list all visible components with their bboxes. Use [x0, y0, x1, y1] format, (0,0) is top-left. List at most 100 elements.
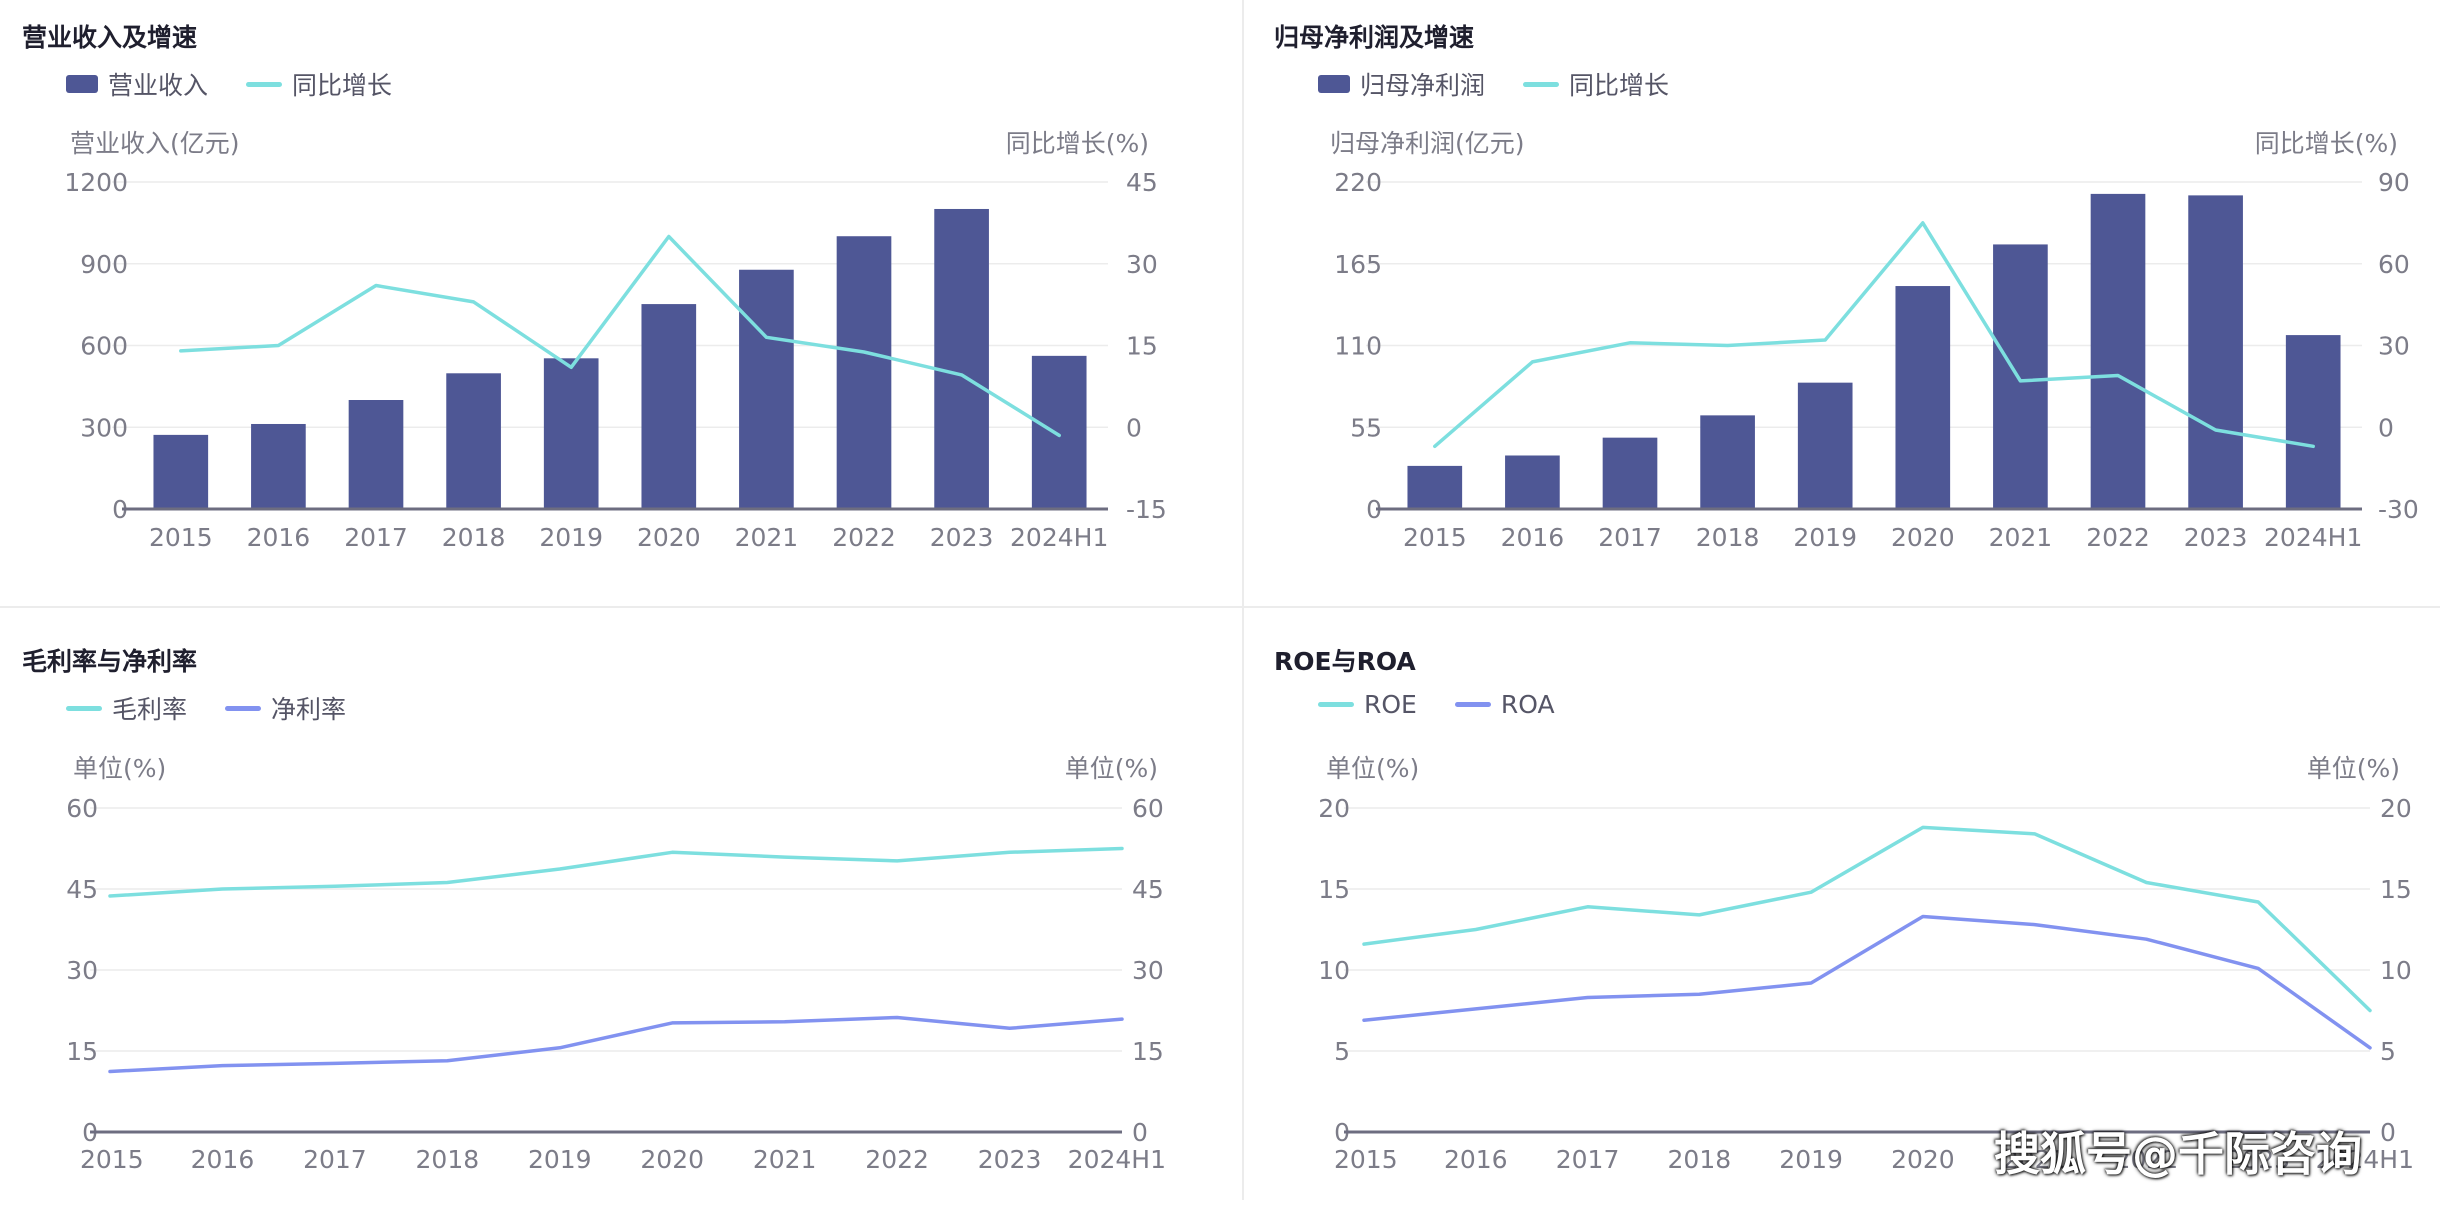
x-tick-label: 2016 — [247, 523, 311, 552]
y-tick-label: 60 — [66, 794, 98, 823]
grid — [1344, 807, 2370, 1052]
x-tick-label: 2024H1 — [1068, 1145, 1166, 1174]
y-tick-label: 0 — [1334, 1118, 1350, 1147]
panel-revenue: 营业收入及增速 营业收入 同比增长 营业收入(亿元) 同比增长(%) 0 300 6… — [0, 0, 1240, 600]
legend-swatch-growth — [1523, 81, 1560, 87]
y2-tick-label: 60 — [1132, 794, 1164, 823]
x-tick-label: 2024H1 — [2316, 1145, 2414, 1174]
y-tick-label: 15 — [66, 1037, 98, 1066]
bar — [543, 358, 599, 509]
bar — [1505, 455, 1560, 509]
y2-tick-label: 20 — [2380, 794, 2412, 823]
legend-item-gross-margin[interactable]: 毛利率 — [66, 690, 187, 726]
chart-roe-roa: 单位(%) 单位(%) 0 5 10 15 20 0 5 10 15 20 2015 2016 2017… — [1318, 754, 2414, 1174]
legend-label-growth: 同比增长 — [292, 71, 393, 100]
x-tick-label: 2022 — [832, 523, 896, 552]
right-axis-title: 单位(%) — [2307, 754, 2400, 783]
x-tick-label: 2020 — [640, 1145, 704, 1174]
bar — [836, 236, 892, 510]
legend: 营业收入 同比增长 — [66, 66, 430, 102]
bar — [2090, 193, 2146, 509]
marks — [1376, 193, 2362, 511]
legend-item-growth[interactable]: 同比增长 — [1523, 66, 1669, 102]
legend-item-roa[interactable]: ROA — [1454, 690, 1555, 719]
x-tick-label: 2018 — [1696, 523, 1760, 552]
y2-tick-label: -30 — [2378, 495, 2419, 524]
y-tick-label: 165 — [1334, 250, 1382, 279]
marks — [1344, 825, 2372, 1134]
y-tick-label: 15 — [1318, 875, 1350, 904]
legend-swatch-roa — [1454, 702, 1491, 707]
y2-tick-label: 15 — [1126, 332, 1158, 361]
legend-item-growth[interactable]: 同比增长 — [246, 66, 392, 102]
y-tick-label: 55 — [1350, 413, 1382, 442]
x-tick-label: 2017 — [1556, 1145, 1620, 1174]
legend-item-revenue[interactable]: 营业收入 — [66, 66, 208, 102]
y-tick-label: 220 — [1334, 168, 1382, 197]
bar — [251, 423, 306, 509]
x-tick-label: 2016 — [1501, 523, 1565, 552]
x-tick-label: 2015 — [149, 523, 213, 552]
legend-swatch-net-profit — [1318, 75, 1350, 93]
bar — [1031, 355, 1087, 509]
y2-tick-label: 45 — [1132, 875, 1164, 904]
panel-title: 毛利率与净利率 — [22, 647, 198, 676]
tick-labels: 0153045600153045602015201620172018201920… — [66, 794, 1166, 1174]
chart-revenue: 营业收入(亿元) 同比增长(%) 0 300 600 900 1200 -15 0 15 30 4… — [64, 129, 1166, 552]
x-tick-label: 2019 — [1779, 1145, 1843, 1174]
x-tick-label: 2016 — [191, 1145, 255, 1174]
bar — [446, 373, 501, 509]
legend: 毛利率 净利率 — [66, 690, 384, 726]
y2-tick-label: 30 — [1126, 250, 1158, 279]
x-tick-label: 2021 — [753, 1145, 817, 1174]
y-tick-label: 5 — [1334, 1037, 1350, 1066]
x-tick-label: 2023 — [2226, 1145, 2290, 1174]
y-tick-label: 20 — [1318, 794, 1350, 823]
vertical-divider — [1242, 0, 1244, 1200]
legend: 归母净利润 同比增长 — [1318, 66, 1707, 102]
legend-item-net-margin[interactable]: 净利率 — [225, 690, 346, 726]
legend-label-growth: 同比增长 — [1569, 71, 1670, 100]
legend-item-net-profit[interactable]: 归母净利润 — [1318, 66, 1485, 102]
left-axis-title: 营业收入(亿元) — [70, 129, 240, 158]
legend-swatch-roe — [1318, 702, 1354, 707]
series-line — [1362, 914, 2372, 1050]
x-tick-label: 2017 — [1598, 523, 1662, 552]
y-tick-label: 1200 — [64, 168, 128, 197]
x-tick-label: 2023 — [2184, 523, 2248, 552]
x-tick-label: 2015 — [80, 1145, 144, 1174]
bar — [2188, 195, 2243, 510]
series-line — [108, 846, 1124, 898]
x-tick-label: 2015 — [1334, 1145, 1398, 1174]
x-tick-label: 2019 — [528, 1145, 592, 1174]
x-tick-label: 2020 — [1891, 1145, 1955, 1174]
bar — [739, 269, 794, 509]
y-tick-label: 0 — [1366, 495, 1382, 524]
y2-tick-label: 5 — [2380, 1037, 2396, 1066]
x-tick-label: 2024H1 — [1010, 523, 1108, 552]
y-tick-label: 900 — [80, 250, 128, 279]
watermark: 搜狐号@千际咨询 — [1994, 1127, 2362, 1181]
y2-tick-label: 30 — [2378, 332, 2410, 361]
y2-tick-label: 15 — [2380, 875, 2412, 904]
x-tick-label: 2017 — [303, 1145, 367, 1174]
y-tick-label: 110 — [1334, 332, 1382, 361]
legend-label-roa: ROA — [1500, 690, 1555, 719]
series-line — [108, 1015, 1124, 1074]
tick-labels: 0 55 110 165 220 -30 0 30 60 90 2015 2016 2017 2018 20… — [1334, 168, 2419, 552]
y2-tick-label: 10 — [2380, 956, 2412, 985]
panel-title: ROE与ROA — [1274, 647, 1416, 676]
legend-label-roe: ROE — [1364, 690, 1417, 719]
legend-label-gross-margin: 毛利率 — [112, 695, 188, 724]
right-axis-title: 单位(%) — [1065, 754, 1158, 783]
x-tick-label: 2023 — [930, 523, 994, 552]
marks — [90, 846, 1124, 1134]
horizontal-divider — [0, 606, 2440, 608]
x-tick-label: 2022 — [2115, 1145, 2179, 1174]
left-axis-title: 单位(%) — [73, 754, 166, 783]
legend-item-roe[interactable]: ROE — [1318, 690, 1417, 719]
x-tick-label: 2021 — [735, 523, 799, 552]
x-tick-label: 2021 — [1989, 523, 2053, 552]
bar — [1895, 286, 1951, 509]
